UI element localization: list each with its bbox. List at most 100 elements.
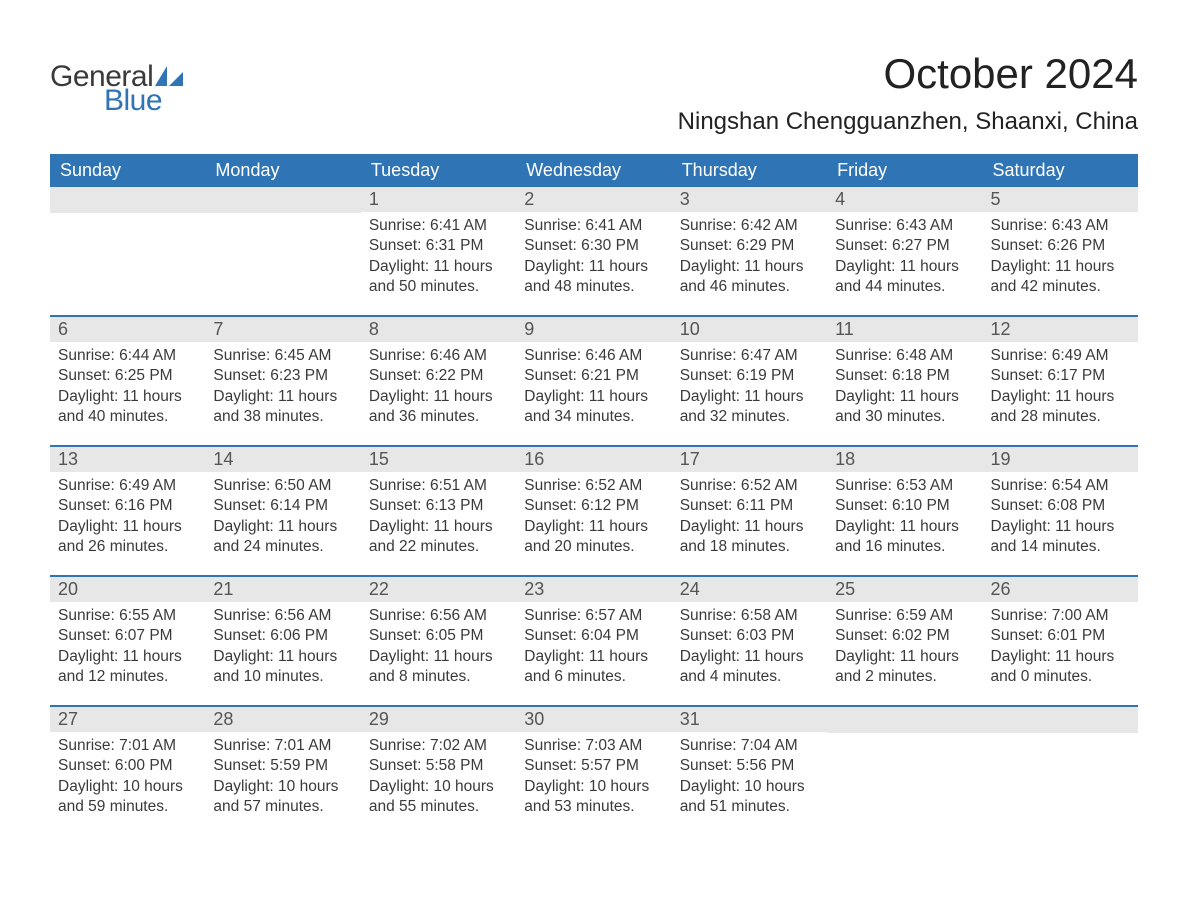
daylight-line: Daylight: 10 hours and 59 minutes. bbox=[58, 777, 197, 818]
day-body: Sunrise: 6:45 AMSunset: 6:23 PMDaylight:… bbox=[205, 342, 360, 438]
sunrise-line: Sunrise: 7:04 AM bbox=[680, 736, 819, 756]
day-body: Sunrise: 6:49 AMSunset: 6:16 PMDaylight:… bbox=[50, 472, 205, 568]
daylight-line: Daylight: 11 hours and 0 minutes. bbox=[991, 647, 1130, 688]
sunrise-line: Sunrise: 7:00 AM bbox=[991, 606, 1130, 626]
empty-day-bar bbox=[50, 187, 205, 213]
day-body: Sunrise: 6:56 AMSunset: 6:06 PMDaylight:… bbox=[205, 602, 360, 698]
sunset-line: Sunset: 6:22 PM bbox=[369, 366, 508, 386]
day-number: 14 bbox=[205, 447, 360, 472]
day-number: 26 bbox=[983, 577, 1138, 602]
day-body: Sunrise: 6:56 AMSunset: 6:05 PMDaylight:… bbox=[361, 602, 516, 698]
day-cell: 12Sunrise: 6:49 AMSunset: 6:17 PMDayligh… bbox=[983, 317, 1138, 445]
day-number: 9 bbox=[516, 317, 671, 342]
day-number: 12 bbox=[983, 317, 1138, 342]
day-cell: 10Sunrise: 6:47 AMSunset: 6:19 PMDayligh… bbox=[672, 317, 827, 445]
sunset-line: Sunset: 6:10 PM bbox=[835, 496, 974, 516]
sunset-line: Sunset: 6:30 PM bbox=[524, 236, 663, 256]
day-body: Sunrise: 6:54 AMSunset: 6:08 PMDaylight:… bbox=[983, 472, 1138, 568]
day-cell: 25Sunrise: 6:59 AMSunset: 6:02 PMDayligh… bbox=[827, 577, 982, 705]
logo-text-blue: Blue bbox=[104, 84, 162, 118]
day-cell: 4Sunrise: 6:43 AMSunset: 6:27 PMDaylight… bbox=[827, 187, 982, 315]
sunset-line: Sunset: 6:05 PM bbox=[369, 626, 508, 646]
day-body: Sunrise: 7:03 AMSunset: 5:57 PMDaylight:… bbox=[516, 732, 671, 828]
day-number: 2 bbox=[516, 187, 671, 212]
page-title: October 2024 bbox=[678, 50, 1138, 98]
day-number: 11 bbox=[827, 317, 982, 342]
daylight-line: Daylight: 11 hours and 22 minutes. bbox=[369, 517, 508, 558]
day-body: Sunrise: 6:43 AMSunset: 6:27 PMDaylight:… bbox=[827, 212, 982, 308]
day-number: 22 bbox=[361, 577, 516, 602]
day-number: 18 bbox=[827, 447, 982, 472]
title-block: October 2024 Ningshan Chengguanzhen, Sha… bbox=[678, 50, 1138, 136]
sunrise-line: Sunrise: 6:59 AM bbox=[835, 606, 974, 626]
day-number: 24 bbox=[672, 577, 827, 602]
day-body: Sunrise: 6:41 AMSunset: 6:31 PMDaylight:… bbox=[361, 212, 516, 308]
week-row: 6Sunrise: 6:44 AMSunset: 6:25 PMDaylight… bbox=[50, 315, 1138, 445]
day-body: Sunrise: 7:01 AMSunset: 6:00 PMDaylight:… bbox=[50, 732, 205, 828]
day-body: Sunrise: 6:46 AMSunset: 6:22 PMDaylight:… bbox=[361, 342, 516, 438]
sunset-line: Sunset: 6:29 PM bbox=[680, 236, 819, 256]
sunset-line: Sunset: 6:19 PM bbox=[680, 366, 819, 386]
day-body: Sunrise: 6:52 AMSunset: 6:11 PMDaylight:… bbox=[672, 472, 827, 568]
daylight-line: Daylight: 11 hours and 34 minutes. bbox=[524, 387, 663, 428]
sunrise-line: Sunrise: 7:01 AM bbox=[58, 736, 197, 756]
day-cell: 2Sunrise: 6:41 AMSunset: 6:30 PMDaylight… bbox=[516, 187, 671, 315]
daylight-line: Daylight: 11 hours and 20 minutes. bbox=[524, 517, 663, 558]
sunset-line: Sunset: 6:12 PM bbox=[524, 496, 663, 516]
sunset-line: Sunset: 6:07 PM bbox=[58, 626, 197, 646]
day-body: Sunrise: 7:04 AMSunset: 5:56 PMDaylight:… bbox=[672, 732, 827, 828]
day-cell: 7Sunrise: 6:45 AMSunset: 6:23 PMDaylight… bbox=[205, 317, 360, 445]
day-number: 25 bbox=[827, 577, 982, 602]
day-cell: 11Sunrise: 6:48 AMSunset: 6:18 PMDayligh… bbox=[827, 317, 982, 445]
logo: General Blue bbox=[50, 50, 183, 118]
sunset-line: Sunset: 6:14 PM bbox=[213, 496, 352, 516]
daylight-line: Daylight: 11 hours and 2 minutes. bbox=[835, 647, 974, 688]
sunset-line: Sunset: 5:59 PM bbox=[213, 756, 352, 776]
day-cell: 27Sunrise: 7:01 AMSunset: 6:00 PMDayligh… bbox=[50, 707, 205, 835]
sunset-line: Sunset: 6:25 PM bbox=[58, 366, 197, 386]
day-cell: 22Sunrise: 6:56 AMSunset: 6:05 PMDayligh… bbox=[361, 577, 516, 705]
daylight-line: Daylight: 11 hours and 48 minutes. bbox=[524, 257, 663, 298]
day-body: Sunrise: 6:46 AMSunset: 6:21 PMDaylight:… bbox=[516, 342, 671, 438]
dow-cell: Thursday bbox=[672, 154, 827, 187]
day-cell: 17Sunrise: 6:52 AMSunset: 6:11 PMDayligh… bbox=[672, 447, 827, 575]
day-cell: 18Sunrise: 6:53 AMSunset: 6:10 PMDayligh… bbox=[827, 447, 982, 575]
dow-cell: Saturday bbox=[983, 154, 1138, 187]
day-body: Sunrise: 6:44 AMSunset: 6:25 PMDaylight:… bbox=[50, 342, 205, 438]
day-body: Sunrise: 6:41 AMSunset: 6:30 PMDaylight:… bbox=[516, 212, 671, 308]
empty-day-cell bbox=[205, 187, 360, 315]
sunrise-line: Sunrise: 6:52 AM bbox=[524, 476, 663, 496]
week-row: 20Sunrise: 6:55 AMSunset: 6:07 PMDayligh… bbox=[50, 575, 1138, 705]
day-cell: 29Sunrise: 7:02 AMSunset: 5:58 PMDayligh… bbox=[361, 707, 516, 835]
dow-cell: Wednesday bbox=[516, 154, 671, 187]
sunrise-line: Sunrise: 6:50 AM bbox=[213, 476, 352, 496]
dow-cell: Sunday bbox=[50, 154, 205, 187]
sunrise-line: Sunrise: 6:46 AM bbox=[369, 346, 508, 366]
sunrise-line: Sunrise: 6:55 AM bbox=[58, 606, 197, 626]
week-row: 27Sunrise: 7:01 AMSunset: 6:00 PMDayligh… bbox=[50, 705, 1138, 835]
week-row: 1Sunrise: 6:41 AMSunset: 6:31 PMDaylight… bbox=[50, 187, 1138, 315]
sunset-line: Sunset: 6:13 PM bbox=[369, 496, 508, 516]
day-number: 19 bbox=[983, 447, 1138, 472]
day-body: Sunrise: 6:59 AMSunset: 6:02 PMDaylight:… bbox=[827, 602, 982, 698]
daylight-line: Daylight: 11 hours and 18 minutes. bbox=[680, 517, 819, 558]
day-body: Sunrise: 6:48 AMSunset: 6:18 PMDaylight:… bbox=[827, 342, 982, 438]
empty-day-bar bbox=[827, 707, 982, 733]
daylight-line: Daylight: 11 hours and 24 minutes. bbox=[213, 517, 352, 558]
daylight-line: Daylight: 10 hours and 55 minutes. bbox=[369, 777, 508, 818]
day-cell: 19Sunrise: 6:54 AMSunset: 6:08 PMDayligh… bbox=[983, 447, 1138, 575]
day-body: Sunrise: 6:50 AMSunset: 6:14 PMDaylight:… bbox=[205, 472, 360, 568]
location-subtitle: Ningshan Chengguanzhen, Shaanxi, China bbox=[678, 108, 1138, 136]
week-row: 13Sunrise: 6:49 AMSunset: 6:16 PMDayligh… bbox=[50, 445, 1138, 575]
sunrise-line: Sunrise: 6:45 AM bbox=[213, 346, 352, 366]
sunrise-line: Sunrise: 6:49 AM bbox=[58, 476, 197, 496]
daylight-line: Daylight: 11 hours and 36 minutes. bbox=[369, 387, 508, 428]
daylight-line: Daylight: 11 hours and 14 minutes. bbox=[991, 517, 1130, 558]
day-cell: 16Sunrise: 6:52 AMSunset: 6:12 PMDayligh… bbox=[516, 447, 671, 575]
daylight-line: Daylight: 11 hours and 28 minutes. bbox=[991, 387, 1130, 428]
sunset-line: Sunset: 6:16 PM bbox=[58, 496, 197, 516]
sunrise-line: Sunrise: 6:57 AM bbox=[524, 606, 663, 626]
sunrise-line: Sunrise: 6:41 AM bbox=[369, 216, 508, 236]
sunrise-line: Sunrise: 6:49 AM bbox=[991, 346, 1130, 366]
day-body: Sunrise: 7:00 AMSunset: 6:01 PMDaylight:… bbox=[983, 602, 1138, 698]
